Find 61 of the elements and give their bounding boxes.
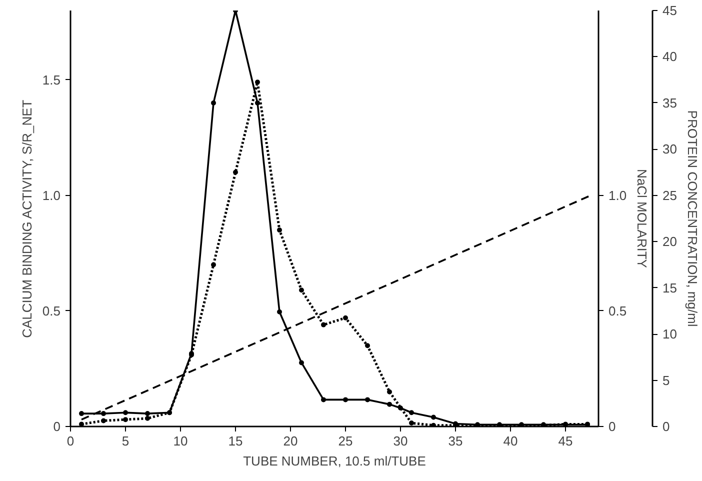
x-tick-label: 35 xyxy=(448,434,463,448)
x-tick-label: 0 xyxy=(66,434,74,448)
point xyxy=(409,420,414,426)
point xyxy=(79,411,84,416)
point xyxy=(255,80,260,85)
y-tick-label: 1.5 xyxy=(42,72,61,88)
point xyxy=(431,422,436,426)
y3-axis-title: PROTEIN CONCENTRATION, mg/ml xyxy=(684,110,700,327)
point xyxy=(255,100,260,106)
y2-tick-label: 0.5 xyxy=(608,303,627,318)
y3-tick-label: 40 xyxy=(662,49,677,64)
y2-tick-label: 1.0 xyxy=(608,188,627,203)
point xyxy=(211,100,216,106)
x-tick-label: 10 xyxy=(173,434,188,448)
point xyxy=(101,411,106,416)
point xyxy=(365,343,370,348)
point xyxy=(343,397,348,402)
x-tick-label: 15 xyxy=(228,434,243,448)
point xyxy=(387,402,392,407)
y3-tick-label: 45 xyxy=(662,3,677,18)
point xyxy=(299,288,304,293)
point xyxy=(101,418,106,424)
point xyxy=(365,397,370,402)
x-axis-title: TUBE NUMBER, 10.5 ml/TUBE xyxy=(243,454,426,468)
x-tick-label: 40 xyxy=(503,434,518,448)
x-tick-label: 25 xyxy=(338,434,353,448)
point xyxy=(145,411,150,416)
point xyxy=(145,416,150,421)
point xyxy=(211,262,216,268)
x-tick-label: 5 xyxy=(122,434,130,448)
point xyxy=(233,170,238,175)
x-tick-label: 30 xyxy=(393,434,408,448)
point xyxy=(277,228,282,233)
point xyxy=(321,397,326,402)
point xyxy=(79,422,84,426)
point xyxy=(321,322,326,328)
point xyxy=(123,417,128,422)
y3-tick-label: 15 xyxy=(662,280,677,296)
point xyxy=(387,389,392,394)
point xyxy=(123,410,128,416)
y3-tick-label: 0 xyxy=(662,419,670,434)
point xyxy=(343,315,348,320)
y2-axis-title: NaCl MOLARITY xyxy=(634,169,650,268)
point xyxy=(409,410,414,416)
y3-tick-label: 10 xyxy=(662,326,677,342)
point xyxy=(167,410,172,416)
y-tick-label: 0.5 xyxy=(42,303,61,318)
y3-tick-label: 30 xyxy=(662,142,677,157)
y-tick-label: 0 xyxy=(53,419,61,434)
x-tick-label: 45 xyxy=(558,434,573,448)
x-tick-label: 20 xyxy=(283,434,298,448)
y-axis-title: CALCIUM BINDING ACTIVITY, S/R_NET xyxy=(19,100,34,338)
point xyxy=(277,309,282,314)
y3-tick-label: 20 xyxy=(662,234,677,250)
y2-tick-label: 0 xyxy=(608,419,616,434)
y3-tick-label: 35 xyxy=(662,95,677,110)
y3-tick-label: 5 xyxy=(662,372,670,388)
point xyxy=(431,414,436,420)
point xyxy=(299,360,304,366)
y-tick-label: 1.0 xyxy=(42,188,61,203)
y3-tick-label: 25 xyxy=(662,188,677,203)
